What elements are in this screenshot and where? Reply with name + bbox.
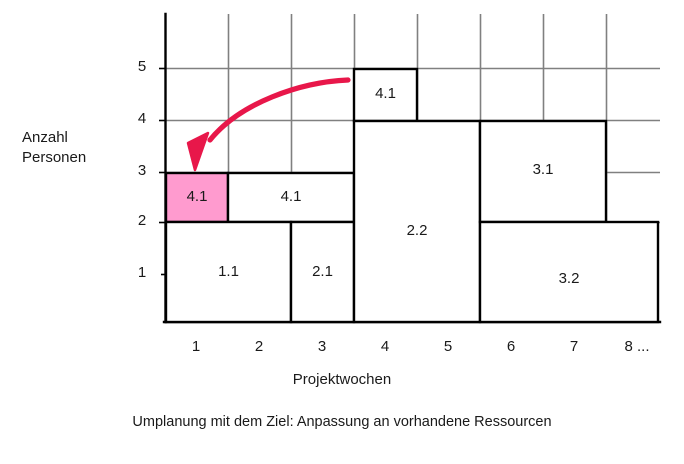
x-tick-label-8: 8 ... — [624, 338, 650, 355]
task-block-2-2 — [352, 119, 482, 324]
y-tick-label-3: 3 — [137, 162, 147, 179]
x-tick-label-5: 5 — [443, 338, 453, 355]
y-tick-label-2: 2 — [137, 212, 147, 229]
x-tick-label-4: 4 — [380, 338, 390, 355]
x-tick-label-3: 3 — [317, 338, 327, 355]
y-axis-title: Anzahl Personen — [22, 128, 86, 168]
x-tick-label-2: 2 — [254, 338, 264, 355]
task-block-3-2 — [478, 220, 660, 324]
y-axis-title-line-2: Personen — [22, 149, 87, 166]
replanning-arrow-head — [186, 131, 210, 172]
task-block-4-1-row — [226, 171, 356, 224]
y-tick-label-4: 4 — [137, 110, 147, 127]
axis-ticks — [159, 67, 165, 276]
y-tick-label-5: 5 — [137, 58, 147, 75]
task-block-4-1-highlight — [164, 171, 230, 224]
task-block-1-1 — [164, 220, 293, 324]
replanning-arrow-shaft — [207, 77, 351, 143]
x-tick-label-1: 1 — [191, 338, 201, 355]
task-block-3-1 — [478, 119, 608, 224]
task-block-2-1 — [289, 220, 356, 324]
x-tick-label-7: 7 — [569, 338, 579, 355]
replanning-arrow — [186, 77, 351, 172]
x-axis-title: Projektwochen — [292, 371, 392, 388]
figure-caption: Umplanung mit dem Ziel: Anpassung an vor… — [132, 414, 552, 430]
y-tick-label-1: 1 — [137, 264, 147, 281]
x-tick-label-6: 6 — [506, 338, 516, 355]
task-blocks — [164, 67, 660, 324]
task-block-4-1-top — [352, 67, 419, 123]
y-axis-title-line-1: Anzahl — [22, 129, 68, 146]
